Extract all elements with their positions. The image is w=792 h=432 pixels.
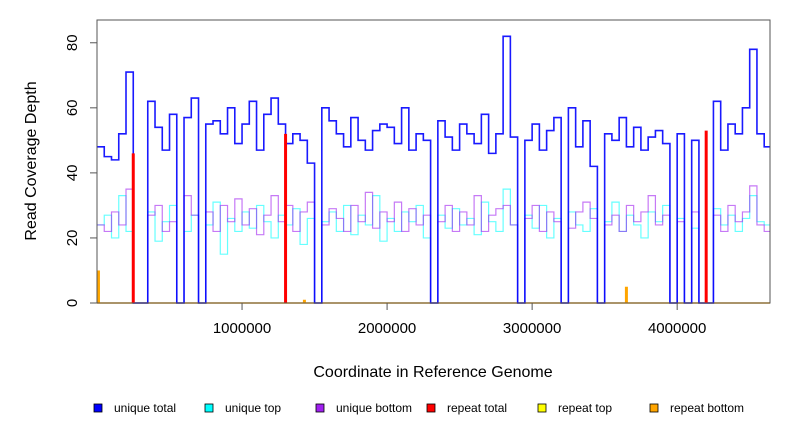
x-tick-label: 3000000	[503, 320, 561, 337]
legend-swatch-unique-top	[204, 403, 214, 413]
legend-swatch-repeat-bottom	[649, 403, 659, 413]
y-tick-label: 20	[64, 230, 81, 247]
legend-label: unique bottom	[336, 401, 412, 415]
x-tick-label: 2000000	[358, 320, 416, 337]
legend-swatch-repeat-total	[426, 403, 436, 413]
y-tick-label: 40	[64, 165, 81, 182]
x-axis-label: Coordinate in Reference Genome	[313, 364, 552, 381]
series-line-unique-total	[97, 35, 770, 304]
x-tick-label: 4000000	[648, 320, 706, 337]
legend-label: repeat top	[558, 401, 612, 415]
legend-label: repeat bottom	[670, 401, 744, 415]
y-tick-label: 0	[64, 299, 81, 307]
y-tick-label: 80	[64, 34, 81, 51]
y-tick-label: 60	[64, 99, 81, 116]
legend-swatch-unique-total	[93, 403, 103, 413]
legend-label: unique top	[225, 401, 281, 415]
legend-label: repeat total	[447, 401, 507, 415]
legend-label: unique total	[114, 401, 176, 415]
x-tick-label: 1000000	[213, 320, 271, 337]
legend-swatch-unique-bottom	[315, 403, 325, 413]
legend: unique total unique top unique bottom repea…	[93, 401, 744, 415]
legend-swatch-repeat-top	[537, 403, 547, 413]
y-axis-label: Read Coverage Depth	[23, 81, 40, 240]
